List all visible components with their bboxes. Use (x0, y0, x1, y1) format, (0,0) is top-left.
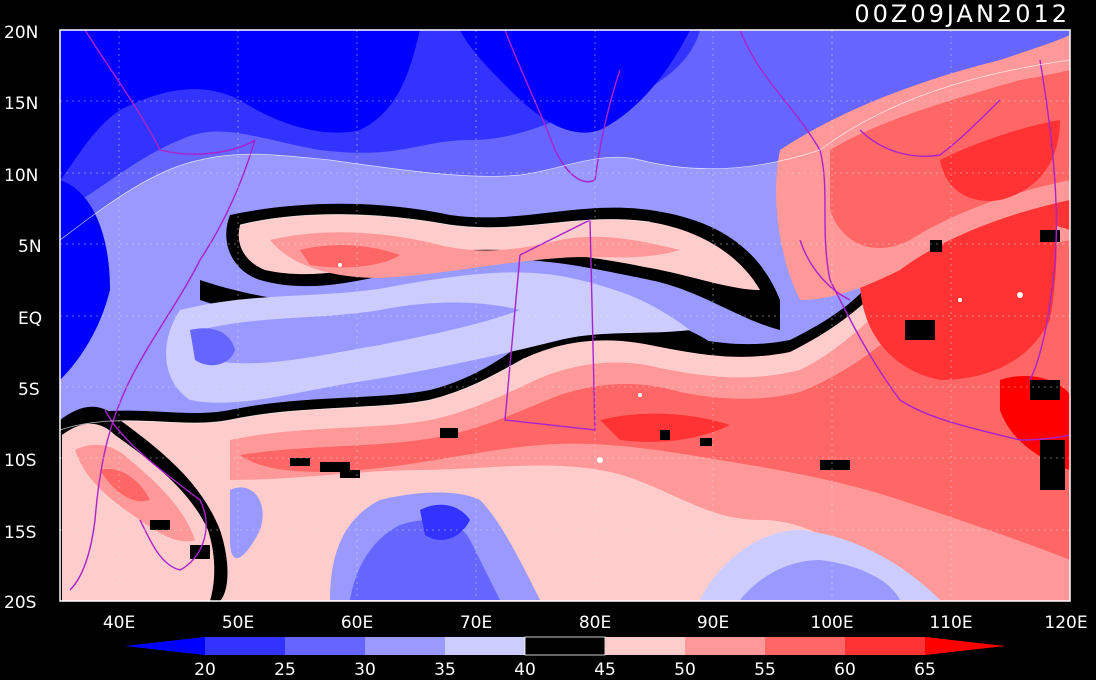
lon-label: 60E (341, 613, 373, 633)
colorbar-segment (524, 636, 606, 656)
colorbar-tick: 20 (194, 660, 216, 680)
colorbar-tick: 45 (594, 660, 616, 680)
lat-label: 15S (4, 523, 36, 543)
colorbar-tick: 40 (514, 660, 536, 680)
lat-label: 15N (4, 94, 38, 114)
longitude-axis: 40E 50E 60E 70E 80E 90E 100E 110E 120E (103, 613, 1088, 633)
colorbar-tick: 35 (434, 660, 456, 680)
colorbar-tick: 30 (354, 660, 376, 680)
lat-label: 5S (18, 380, 40, 400)
colorbar-segment (445, 637, 525, 655)
timestamp-label: 00Z09JAN2012 (854, 0, 1070, 28)
colorbar-segment (205, 637, 285, 655)
contour-field (60, 30, 1070, 601)
lat-label: 20N (4, 23, 38, 43)
colorbar-segment (685, 637, 765, 655)
lat-label: EQ (18, 309, 42, 329)
colorbar-segment (285, 637, 365, 655)
lon-label: 80E (579, 613, 611, 633)
colorbar-tick: 55 (754, 660, 776, 680)
lon-label: 110E (929, 613, 972, 633)
lon-label: 90E (697, 613, 729, 633)
lon-label: 50E (222, 613, 254, 633)
map-frame (59, 29, 1071, 602)
latitude-axis: 20N 15N 10N 5N EQ 5S 10S 15S 20S (4, 23, 42, 613)
colorbar-tick: 60 (834, 660, 856, 680)
lon-label: 70E (460, 613, 492, 633)
colorbar-over-arrow (925, 637, 1005, 655)
lon-label: 120E (1044, 613, 1087, 633)
colorbar-segment (765, 637, 845, 655)
lat-label: 20S (4, 593, 36, 613)
colorbar-segment (605, 637, 685, 655)
colorbar-tick: 50 (674, 660, 696, 680)
colorbar: 20 25 30 35 40 45 50 55 60 65 (125, 636, 1005, 680)
lon-label: 40E (103, 613, 135, 633)
lat-label: 10N (4, 166, 38, 186)
colorbar-segment (845, 637, 925, 655)
colorbar-under-arrow (125, 637, 205, 655)
colorbar-tick: 65 (914, 660, 936, 680)
lat-label: 10S (4, 451, 36, 471)
colorbar-tick: 25 (274, 660, 296, 680)
lon-label: 100E (810, 613, 853, 633)
colorbar-segment (365, 637, 445, 655)
lat-label: 5N (18, 237, 42, 257)
grid-lines (60, 30, 1070, 601)
